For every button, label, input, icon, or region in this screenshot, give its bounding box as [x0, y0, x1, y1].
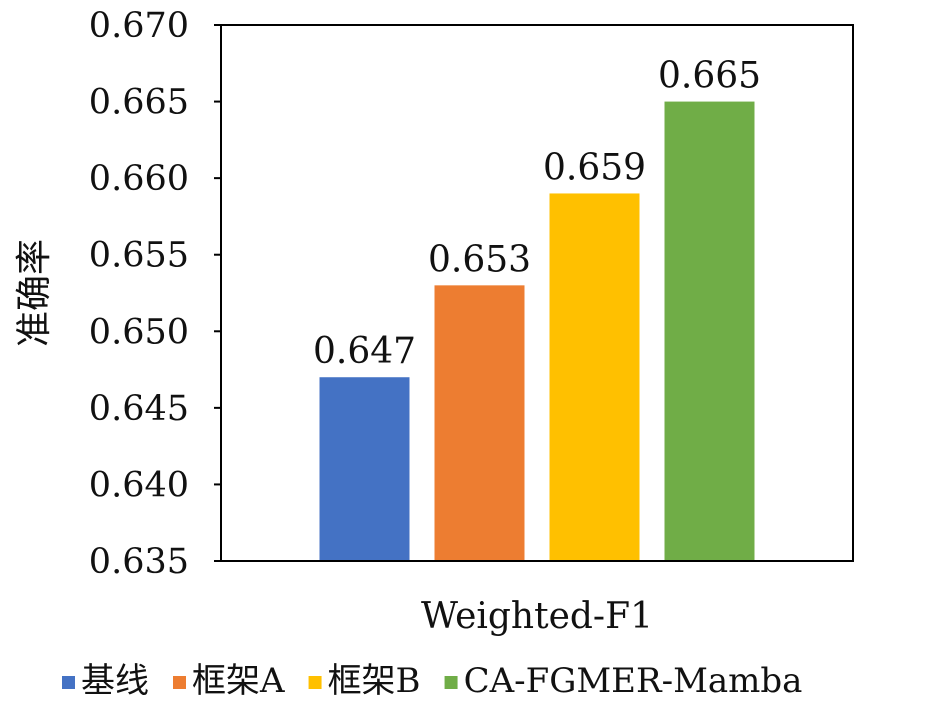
data-label-4: 0.665 [658, 56, 761, 97]
legend-swatch-1 [62, 676, 75, 689]
bar-3 [549, 193, 640, 561]
bar-2 [434, 285, 525, 561]
bar-1 [319, 377, 410, 561]
data-labels: 0.647 0.653 0.659 0.665 [313, 56, 761, 373]
legend-label-4: CA-FGMER-Mamba [464, 661, 803, 701]
y-axis-title: 准确率 [14, 239, 55, 347]
legend-label-1: 基线 [81, 661, 149, 701]
legend-label-2: 框架A [192, 661, 285, 701]
y-tick-label: 0.665 [89, 83, 189, 123]
y-axis-ticks: 0.635 0.640 0.645 0.650 0.655 0.660 0.665 0.670 [89, 6, 221, 582]
legend-swatch-2 [173, 676, 186, 689]
y-tick-label: 0.635 [89, 542, 189, 582]
legend-swatch-3 [308, 676, 322, 689]
bar-4 [664, 101, 755, 562]
y-tick-label: 0.660 [89, 159, 189, 199]
y-tick-label: 0.650 [89, 312, 189, 352]
y-tick-label: 0.640 [89, 465, 189, 505]
y-tick-label: 0.655 [89, 236, 189, 276]
data-label-3: 0.659 [543, 147, 646, 188]
legend-label-3: 框架B [328, 661, 421, 701]
data-label-2: 0.653 [428, 239, 531, 280]
y-tick-label: 0.670 [89, 6, 189, 46]
x-axis-title: Weighted-F1 [421, 596, 653, 637]
plot-frame [220, 24, 854, 562]
data-label-1: 0.647 [313, 331, 416, 372]
y-tick-label: 0.645 [89, 389, 189, 429]
legend: 基线 框架A 框架B CA-FGMER-Mamba [62, 661, 802, 701]
legend-swatch-4 [444, 676, 458, 689]
bars [319, 101, 755, 562]
